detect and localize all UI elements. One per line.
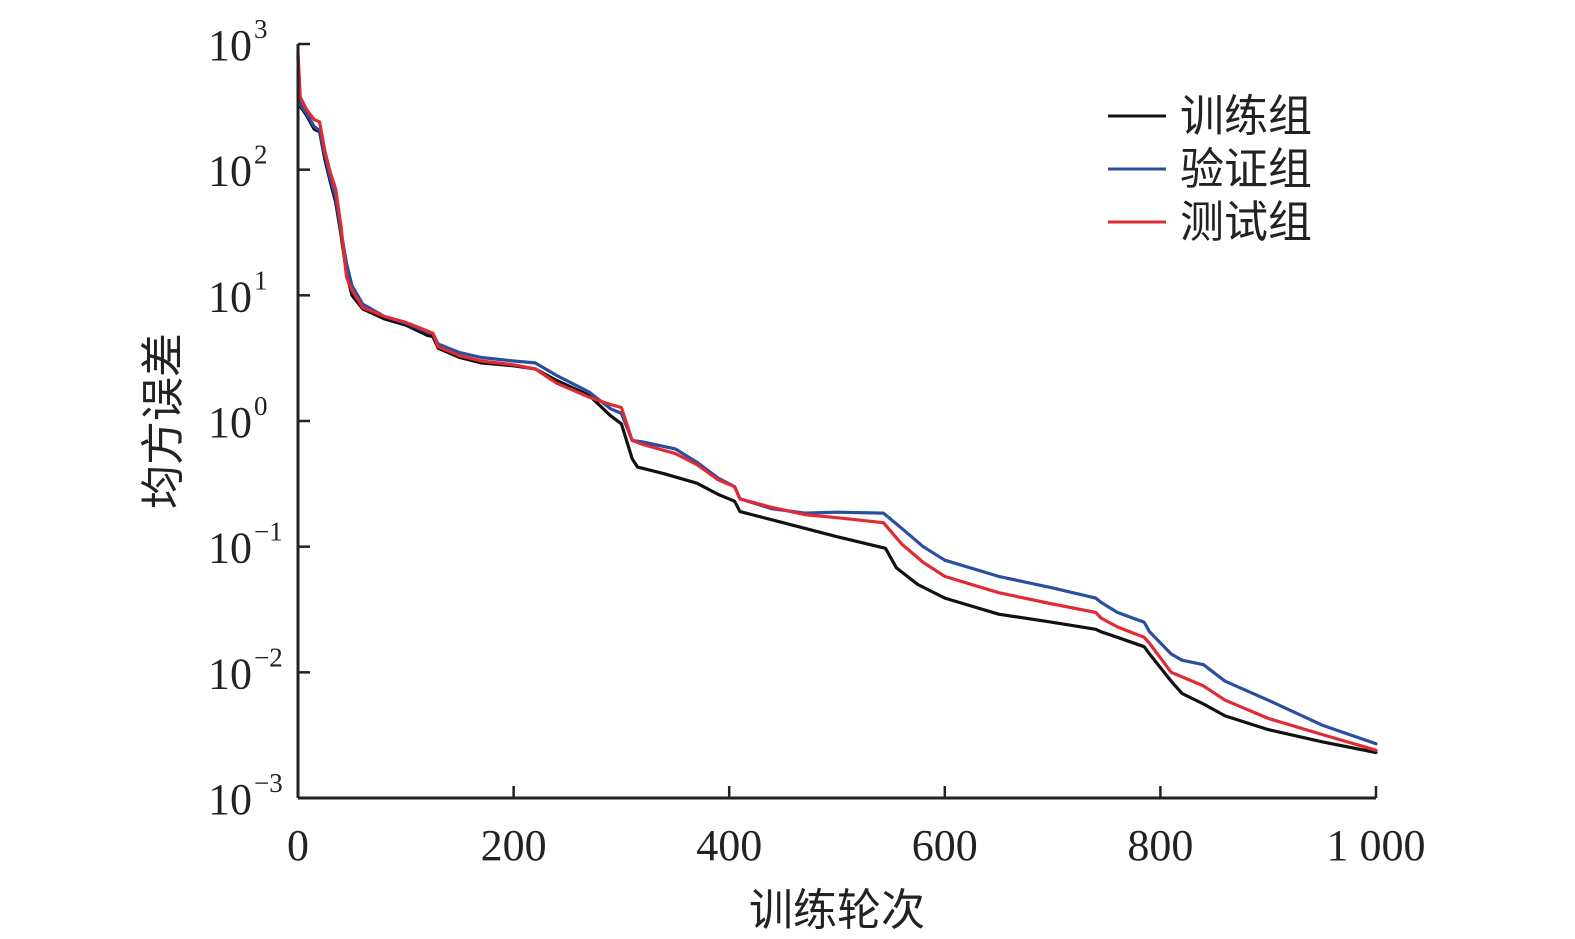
y-axis-label: 均方误差 <box>138 333 189 509</box>
y-tick-label: 10 0 <box>208 391 268 447</box>
x-tick-label: 1 000 <box>1327 821 1426 870</box>
y-tick-base: 10 <box>208 524 252 573</box>
series-line-3 <box>296 51 1378 752</box>
y-tick-exponent: 2 <box>254 140 268 170</box>
legend-item: 测试组 <box>1108 197 1312 248</box>
y-tick-label: 10 2 <box>208 140 268 196</box>
y-tick-base: 10 <box>208 147 252 196</box>
y-tick-base: 10 <box>208 21 252 70</box>
y-tick-exponent: −1 <box>254 517 283 547</box>
y-tick-exponent: 3 <box>254 14 268 44</box>
x-tick-label: 800 <box>1127 821 1193 870</box>
x-axis-label: 训练轮次 <box>749 885 925 936</box>
y-tick-exponent: 0 <box>254 391 268 421</box>
y-tick-label: 10 −1 <box>208 517 283 573</box>
y-tick-base: 10 <box>208 775 252 824</box>
x-tick-label: 400 <box>696 821 762 870</box>
legend-label: 训练组 <box>1180 91 1312 142</box>
y-tick-exponent: 1 <box>254 265 268 295</box>
y-tick-base: 10 <box>208 398 252 447</box>
y-tick-exponent: −3 <box>254 768 283 798</box>
y-tick-label: 10 −3 <box>208 768 283 824</box>
series-layer <box>296 51 1378 755</box>
x-tick-label: 600 <box>912 821 978 870</box>
y-tick-base: 10 <box>208 272 252 321</box>
y-tick-exponent: −2 <box>254 642 283 672</box>
x-tick-label: 0 <box>287 821 309 870</box>
legend-label: 测试组 <box>1180 197 1312 248</box>
legend-item: 验证组 <box>1108 144 1312 195</box>
y-tick-label: 10 1 <box>208 265 268 321</box>
legend-label: 验证组 <box>1180 144 1312 195</box>
y-tick-base: 10 <box>208 649 252 698</box>
legend-item: 训练组 <box>1108 91 1312 142</box>
y-tick-label: 10 3 <box>208 14 268 70</box>
y-tick-label: 10 −2 <box>208 642 283 698</box>
x-tick-label: 200 <box>481 821 547 870</box>
